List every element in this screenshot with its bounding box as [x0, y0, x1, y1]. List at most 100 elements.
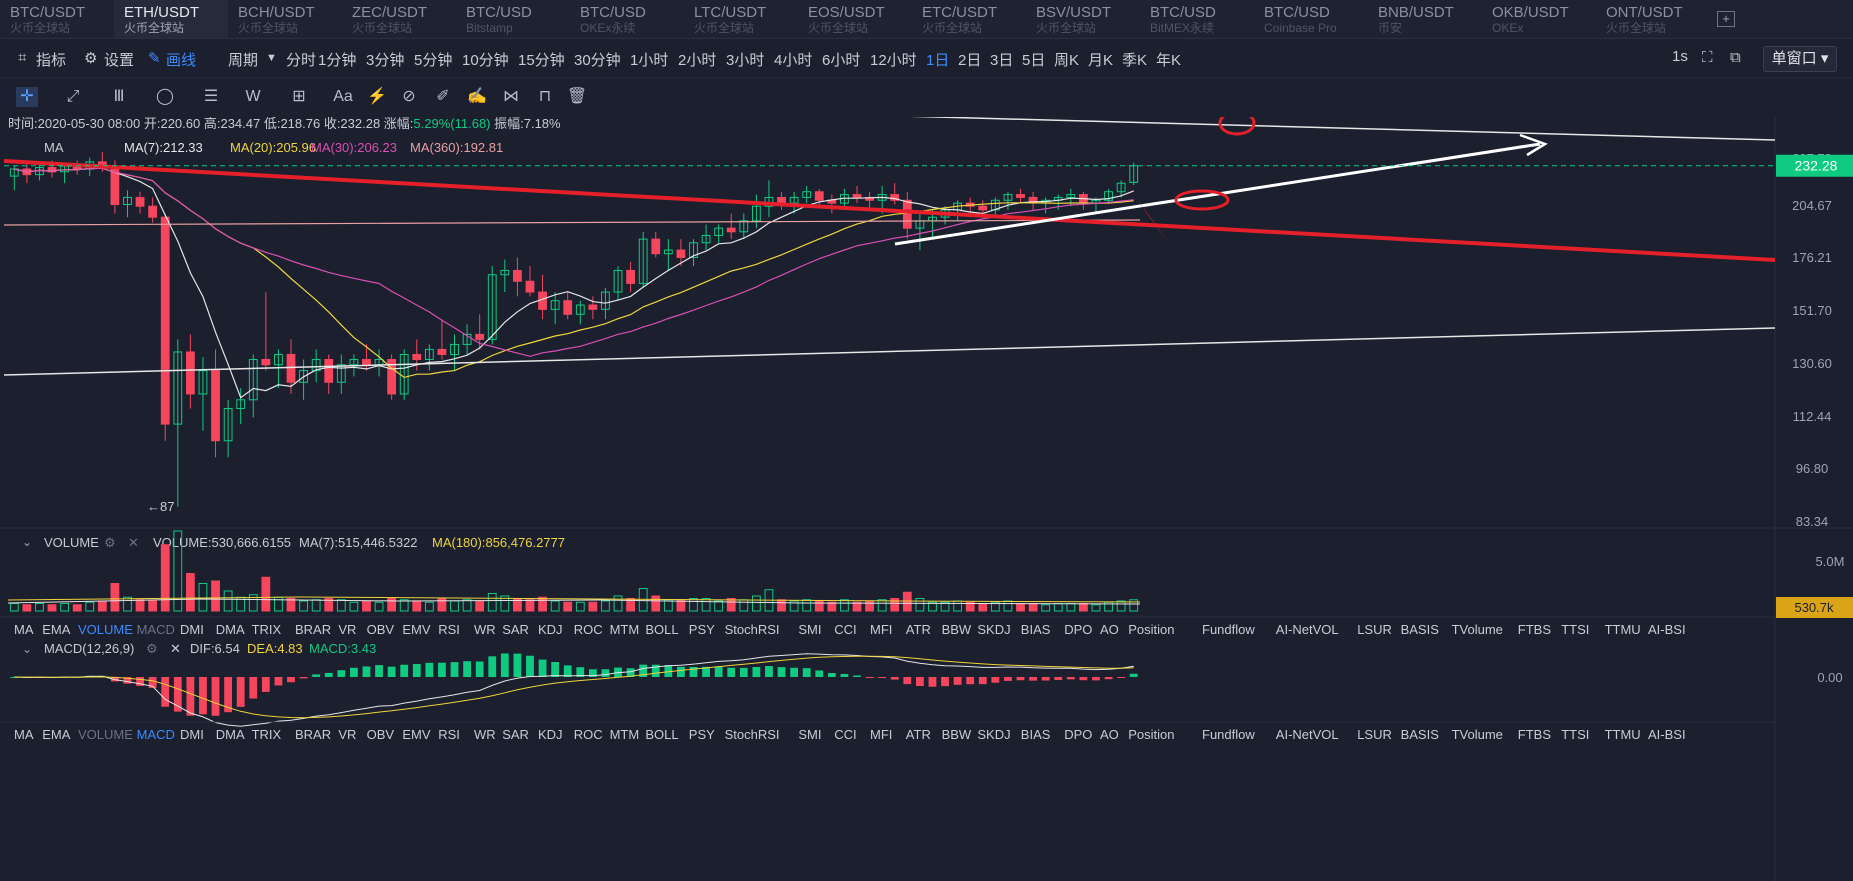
line-tool-icon[interactable]: ⤢: [66, 88, 80, 105]
indicator-emv[interactable]: EMV: [402, 727, 431, 742]
refresh-interval[interactable]: 1s: [1672, 48, 1688, 65]
indicator-tvolume[interactable]: TVolume: [1452, 727, 1503, 742]
visibility-icon[interactable]: ⋈: [503, 88, 519, 105]
indicator-roc[interactable]: ROC: [574, 727, 603, 742]
ruler-icon[interactable]: ✐: [436, 88, 450, 105]
period-2小时[interactable]: 2小时: [678, 52, 717, 69]
trash-icon[interactable]: 🗑: [566, 88, 588, 105]
period-10分钟[interactable]: 10分钟: [462, 52, 509, 69]
period-4小时[interactable]: 4小时: [774, 52, 813, 69]
indicator-dmi[interactable]: DMI: [180, 727, 204, 742]
indicator-button[interactable]: 指标: [36, 52, 67, 69]
indicator-macd[interactable]: MACD: [137, 727, 175, 742]
indicator-basis[interactable]: BASIS: [1401, 727, 1440, 742]
text-tool-icon[interactable]: Aa: [333, 88, 353, 105]
indicator-lsur[interactable]: LSUR: [1357, 727, 1392, 742]
indicator-boll[interactable]: BOLL: [645, 727, 678, 742]
indicator-ftbs[interactable]: FTBS: [1518, 622, 1552, 637]
indicator-atr[interactable]: ATR: [906, 622, 931, 637]
period-季K[interactable]: 季K: [1122, 52, 1148, 69]
indicator-trix[interactable]: TRIX: [252, 727, 282, 742]
tab-okb-usdt[interactable]: OKB/USDT OKEx: [1482, 0, 1596, 38]
fullscreen-icon[interactable]: ⛶: [1702, 49, 1713, 66]
indicator-position[interactable]: Position: [1128, 622, 1174, 637]
indicator-rsi[interactable]: RSI: [438, 622, 460, 637]
period-年K[interactable]: 年K: [1156, 52, 1182, 69]
tab-btc-usd[interactable]: BTC/USD BitMEX永续: [1140, 0, 1254, 38]
indicator-ttsi[interactable]: TTSI: [1561, 622, 1589, 637]
pattern-tool-icon[interactable]: ⚡: [367, 88, 387, 105]
indicator-sar[interactable]: SAR: [502, 622, 529, 637]
indicator-emv[interactable]: EMV: [402, 622, 431, 637]
wave-tool-icon[interactable]: W: [245, 88, 261, 105]
indicator-wr[interactable]: WR: [474, 622, 496, 637]
indicator-dma[interactable]: DMA: [216, 727, 245, 742]
indicator-macd[interactable]: MACD: [137, 622, 175, 637]
lock-icon[interactable]: ⊓: [538, 88, 552, 105]
indicator-mtm[interactable]: MTM: [610, 622, 640, 637]
indicator-vr[interactable]: VR: [338, 622, 356, 637]
tab-btc-usd[interactable]: BTC/USD OKEx永续: [570, 0, 684, 38]
indicator-dpo[interactable]: DPO: [1064, 727, 1092, 742]
indicator-dma[interactable]: DMA: [216, 622, 245, 637]
indicator-smi[interactable]: SMI: [798, 622, 821, 637]
indicator-lsur[interactable]: LSUR: [1357, 622, 1392, 637]
indicator-ttmu[interactable]: TTMU: [1605, 727, 1641, 742]
period-1分钟[interactable]: 1分钟: [318, 52, 357, 69]
indicator-rsi[interactable]: RSI: [438, 727, 460, 742]
indicator-kdj[interactable]: KDJ: [538, 622, 563, 637]
indicator-volume[interactable]: VOLUME: [78, 622, 133, 637]
indicator-skdj[interactable]: SKDJ: [977, 727, 1010, 742]
indicator-fundflow[interactable]: Fundflow: [1202, 727, 1255, 742]
indicator-trix[interactable]: TRIX: [252, 622, 282, 637]
tab-bnb-usdt[interactable]: BNB/USDT 币安: [1368, 0, 1482, 38]
tab-btc-usd[interactable]: BTC/USD Coinbase Pro: [1254, 0, 1368, 38]
crosshair-icon[interactable]: ✛: [16, 87, 38, 107]
indicator-brar[interactable]: BRAR: [295, 622, 331, 637]
indicator-sar[interactable]: SAR: [502, 727, 529, 742]
indicator-brar[interactable]: BRAR: [295, 727, 331, 742]
tab-ltc-usdt[interactable]: LTC/USDT 火币全球站: [684, 0, 798, 38]
add-tab-icon[interactable]: +: [1717, 11, 1735, 27]
period-dropdown[interactable]: 周期: [228, 52, 259, 69]
period-月K[interactable]: 月K: [1088, 52, 1114, 69]
tab-zec-usdt[interactable]: ZEC/USDT 火币全球站: [342, 0, 456, 38]
indicator-ai-bsi[interactable]: AI-BSI: [1648, 727, 1686, 742]
chevron-down-icon[interactable]: ▼: [266, 52, 277, 64]
indicator-ema[interactable]: EMA: [42, 727, 70, 742]
tab-eth-usdt[interactable]: ETH/USDT 火币全球站: [114, 0, 228, 38]
tab-btc-usd[interactable]: BTC/USD Bitstamp: [456, 0, 570, 38]
indicator-volume[interactable]: VOLUME: [78, 727, 133, 742]
settings-button[interactable]: 设置: [104, 52, 135, 69]
indicator-mfi[interactable]: MFI: [870, 622, 892, 637]
settings-icon[interactable]: ⚙: [84, 50, 98, 67]
fibonacci-tool-icon[interactable]: ☰: [203, 88, 219, 105]
indicator-ttsi[interactable]: TTSI: [1561, 727, 1589, 742]
kline-chart[interactable]: 237.73204.67176.21151.70130.60112.4496.8…: [0, 117, 1853, 881]
indicator-bias[interactable]: BIAS: [1021, 727, 1051, 742]
magnet-icon[interactable]: ⊘: [402, 88, 416, 105]
tab-ont-usdt[interactable]: ONT/USDT 火币全球站: [1596, 0, 1710, 38]
period-6小时[interactable]: 6小时: [822, 52, 861, 69]
indicator-cci[interactable]: CCI: [834, 622, 856, 637]
indicator-bias[interactable]: BIAS: [1021, 622, 1051, 637]
indicator-ttmu[interactable]: TTMU: [1605, 622, 1641, 637]
period-1小时[interactable]: 1小时: [630, 52, 669, 69]
period-15分钟[interactable]: 15分钟: [518, 52, 565, 69]
draw-button[interactable]: 画线: [166, 52, 197, 69]
tab-etc-usdt[interactable]: ETC/USDT 火币全球站: [912, 0, 1026, 38]
measure-tool-icon[interactable]: ⊞: [292, 88, 306, 105]
indicator-atr[interactable]: ATR: [906, 727, 931, 742]
indicator-ma[interactable]: MA: [14, 622, 34, 637]
indicator-wr[interactable]: WR: [474, 727, 496, 742]
indicator-ai-netvol[interactable]: AI-NetVOL: [1276, 727, 1339, 742]
indicator-vr[interactable]: VR: [338, 727, 356, 742]
indicator-boll[interactable]: BOLL: [645, 622, 678, 637]
indicator-roc[interactable]: ROC: [574, 622, 603, 637]
period-5日[interactable]: 5日: [1022, 52, 1046, 69]
indicator-ao[interactable]: AO: [1100, 622, 1119, 637]
indicator-basis[interactable]: BASIS: [1401, 622, 1440, 637]
tab-bsv-usdt[interactable]: BSV/USDT 火币全球站: [1026, 0, 1140, 38]
indicator-ema[interactable]: EMA: [42, 622, 70, 637]
indicator-bbw[interactable]: BBW: [942, 727, 972, 742]
